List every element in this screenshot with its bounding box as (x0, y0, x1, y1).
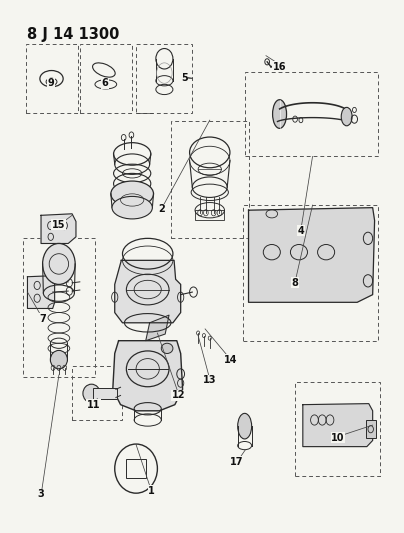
Bar (25, 44, 78, 113)
Text: 7: 7 (40, 314, 46, 324)
Bar (171, 120, 248, 238)
Polygon shape (27, 276, 55, 309)
Text: 8: 8 (292, 278, 299, 288)
Text: 9: 9 (47, 78, 54, 88)
Ellipse shape (83, 384, 100, 402)
Text: 4: 4 (297, 225, 304, 236)
Text: 2: 2 (158, 204, 165, 214)
Text: 12: 12 (172, 391, 185, 400)
Bar (80, 44, 132, 113)
Text: 8 J 14 1300: 8 J 14 1300 (27, 27, 120, 42)
Text: 16: 16 (273, 62, 286, 72)
Text: 17: 17 (230, 457, 244, 467)
Polygon shape (113, 341, 183, 411)
Polygon shape (115, 260, 181, 323)
Bar (366, 420, 376, 438)
Text: 13: 13 (203, 375, 217, 385)
Text: 15: 15 (52, 220, 65, 230)
Text: 11: 11 (86, 400, 100, 410)
Text: 1: 1 (148, 486, 155, 496)
Polygon shape (248, 208, 375, 302)
Bar (243, 205, 379, 341)
Bar (72, 366, 122, 420)
Ellipse shape (50, 350, 67, 369)
Bar (23, 238, 95, 376)
Text: 14: 14 (224, 354, 238, 365)
Bar (136, 44, 192, 113)
Text: 5: 5 (181, 73, 188, 83)
Bar (126, 459, 146, 478)
Bar (295, 382, 381, 477)
Polygon shape (146, 315, 169, 341)
Ellipse shape (341, 107, 352, 126)
Ellipse shape (238, 414, 252, 439)
Bar (195, 210, 225, 221)
Polygon shape (41, 214, 76, 244)
Bar (245, 72, 379, 157)
Text: 3: 3 (38, 489, 44, 499)
Ellipse shape (112, 196, 152, 219)
Ellipse shape (273, 100, 286, 128)
Ellipse shape (111, 181, 154, 207)
Text: 10: 10 (331, 433, 345, 443)
Ellipse shape (161, 343, 173, 353)
Bar (93, 388, 117, 399)
Polygon shape (303, 403, 372, 447)
Text: 6: 6 (102, 78, 108, 88)
Ellipse shape (42, 244, 75, 285)
